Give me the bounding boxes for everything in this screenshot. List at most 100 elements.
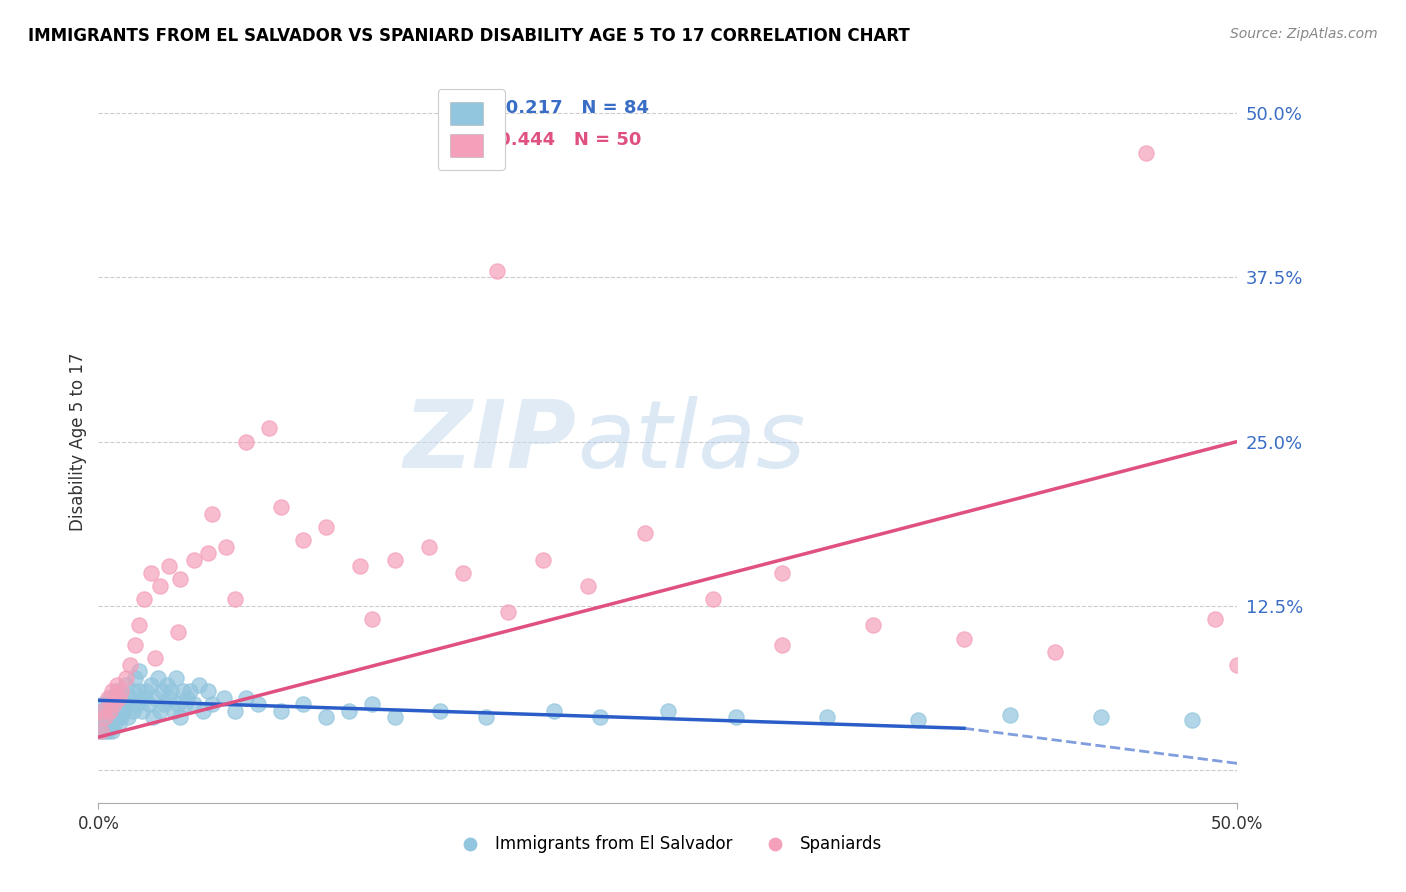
Point: [179, 684, 201, 698]
Point: [1226, 657, 1249, 672]
Point: [89, 723, 111, 738]
Point: [117, 710, 139, 724]
Point: [103, 698, 125, 712]
Point: [97, 717, 120, 731]
Point: [576, 579, 599, 593]
Point: [162, 704, 184, 718]
Point: [201, 698, 224, 712]
Point: [94, 710, 117, 724]
Point: [531, 553, 554, 567]
Point: [183, 698, 205, 712]
Point: [139, 677, 162, 691]
Text: R = 0.444   N = 50: R = 0.444 N = 50: [457, 130, 641, 149]
Point: [160, 684, 183, 698]
Text: ZIP: ZIP: [404, 395, 576, 488]
Point: [90, 704, 112, 718]
Point: [124, 638, 146, 652]
Point: [114, 698, 136, 712]
Point: [110, 684, 132, 698]
Point: [149, 704, 172, 718]
Point: [105, 677, 128, 691]
Text: atlas: atlas: [576, 396, 806, 487]
Point: [120, 657, 142, 672]
Point: [96, 690, 118, 705]
Point: [998, 707, 1021, 722]
Point: [770, 638, 793, 652]
Point: [127, 698, 149, 712]
Point: [108, 717, 131, 731]
Point: [96, 717, 118, 731]
Point: [384, 710, 406, 724]
Point: [337, 704, 360, 718]
Point: [1204, 612, 1226, 626]
Point: [128, 618, 150, 632]
Text: R = -0.217   N = 84: R = -0.217 N = 84: [457, 99, 650, 117]
Point: [101, 723, 124, 738]
Point: [105, 710, 128, 724]
Point: [94, 723, 117, 738]
Point: [112, 704, 135, 718]
Point: [101, 704, 124, 718]
Point: [486, 264, 509, 278]
Point: [197, 684, 219, 698]
Point: [953, 632, 976, 646]
Point: [132, 690, 155, 705]
Point: [169, 573, 191, 587]
Point: [246, 698, 269, 712]
Point: [108, 690, 131, 705]
Point: [94, 704, 117, 718]
Point: [270, 500, 292, 515]
Point: [146, 671, 169, 685]
Legend: Immigrants from El Salvador, Spaniards: Immigrants from El Salvador, Spaniards: [447, 828, 889, 860]
Point: [110, 710, 132, 724]
Point: [121, 704, 143, 718]
Point: [815, 710, 838, 724]
Point: [451, 566, 474, 580]
Point: [91, 698, 114, 712]
Point: [474, 710, 496, 724]
Point: [235, 434, 257, 449]
Point: [187, 677, 209, 691]
Point: [93, 717, 115, 731]
Point: [142, 710, 165, 724]
Point: [657, 704, 679, 718]
Point: [315, 710, 337, 724]
Point: [167, 625, 190, 640]
Point: [96, 698, 118, 712]
Point: [174, 698, 197, 712]
Point: [150, 684, 173, 698]
Point: [110, 690, 132, 705]
Point: [153, 698, 176, 712]
Point: [1090, 710, 1112, 724]
Point: [169, 710, 191, 724]
Point: [90, 723, 112, 738]
Point: [90, 723, 112, 738]
Point: [103, 698, 125, 712]
Point: [270, 704, 292, 718]
Point: [429, 704, 451, 718]
Y-axis label: Disability Age 5 to 17: Disability Age 5 to 17: [69, 352, 87, 531]
Point: [588, 710, 610, 724]
Point: [149, 579, 172, 593]
Point: [702, 592, 724, 607]
Point: [235, 690, 257, 705]
Point: [131, 704, 153, 718]
Point: [292, 698, 315, 712]
Point: [128, 684, 150, 698]
Point: [157, 690, 180, 705]
Point: [90, 717, 112, 731]
Text: IMMIGRANTS FROM EL SALVADOR VS SPANIARD DISABILITY AGE 5 TO 17 CORRELATION CHART: IMMIGRANTS FROM EL SALVADOR VS SPANIARD …: [28, 27, 910, 45]
Point: [543, 704, 565, 718]
Point: [183, 553, 205, 567]
Point: [165, 671, 187, 685]
Point: [259, 421, 281, 435]
Point: [193, 704, 215, 718]
Point: [156, 677, 179, 691]
Point: [215, 540, 238, 554]
Point: [418, 540, 440, 554]
Point: [120, 690, 142, 705]
Point: [91, 710, 114, 724]
Point: [176, 690, 198, 705]
Point: [172, 684, 194, 698]
Point: [96, 723, 118, 738]
